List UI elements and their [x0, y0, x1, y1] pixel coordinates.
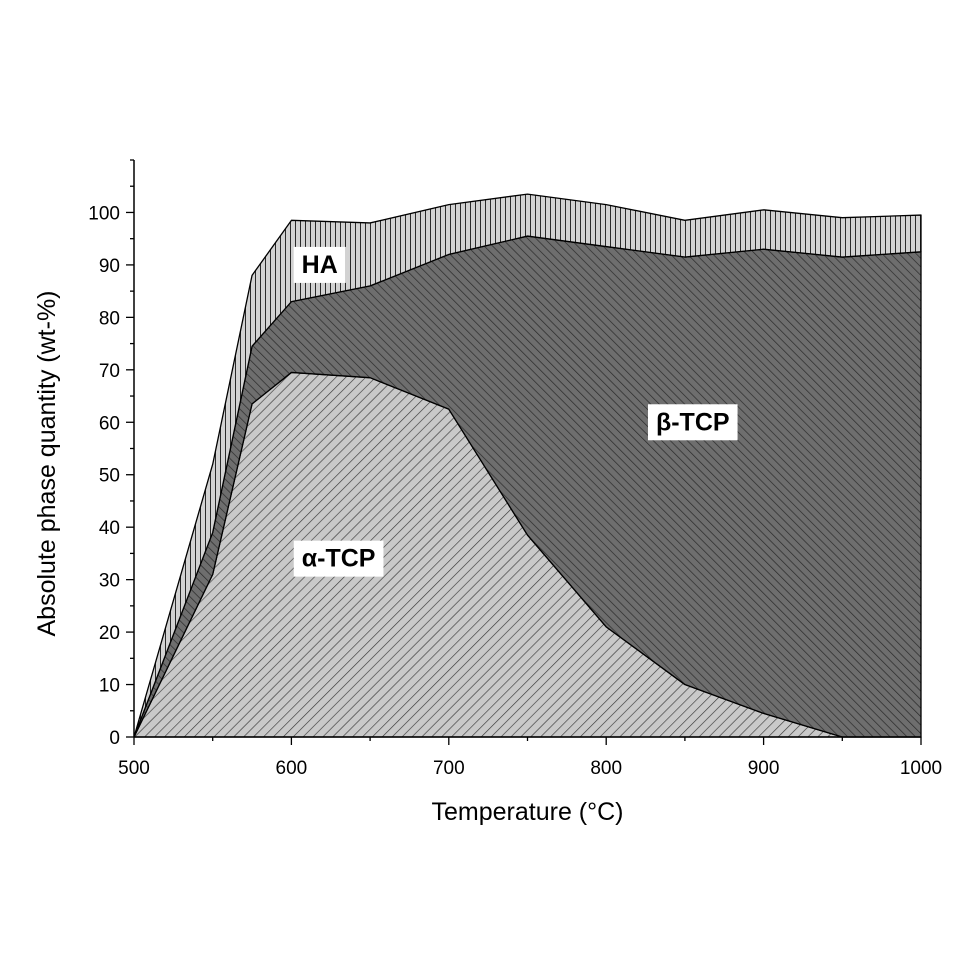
x-tick-label: 900	[748, 758, 780, 779]
region-labels: α-TCP β-TCP HA	[293, 246, 738, 577]
axes: 0 10 20 30 40 50 60 70 80 90 100 500 600 700 800 900 100…	[88, 159, 942, 779]
y-tick-label: 0	[109, 728, 120, 749]
x-tick-label: 500	[118, 758, 150, 779]
y-tick-label: 50	[99, 466, 120, 487]
svg-text:α-TCP: α-TCP	[302, 545, 376, 573]
svg-text:β-TCP: β-TCP	[656, 408, 730, 436]
svg-text:HA: HA	[302, 251, 338, 279]
y-tick-label: 20	[99, 623, 120, 644]
y-axis-title: Absolute phase quantity (wt-%)	[33, 290, 61, 636]
y-tick-label: 10	[99, 676, 120, 697]
y-tick-label: 90	[99, 256, 120, 277]
x-axis-title: Temperature (°C)	[432, 798, 624, 826]
y-tick-label: 30	[99, 571, 120, 592]
x-tick-label: 600	[276, 758, 308, 779]
y-tick-label: 40	[99, 518, 120, 539]
area-ha	[133, 193, 922, 738]
y-tick-label: 70	[99, 361, 120, 382]
region-label-tcp: α-TCP	[293, 540, 384, 577]
stacked-areas	[133, 193, 922, 738]
x-tick-label: 1000	[900, 758, 942, 779]
y-tick-label: 60	[99, 413, 120, 434]
y-tick-label: 80	[99, 308, 120, 329]
x-tick-label: 800	[590, 758, 622, 779]
x-tick-label: 700	[433, 758, 465, 779]
region-label-tcp: β-TCP	[647, 404, 738, 441]
region-label-ha: HA	[293, 246, 346, 283]
y-tick-label: 100	[88, 203, 120, 224]
